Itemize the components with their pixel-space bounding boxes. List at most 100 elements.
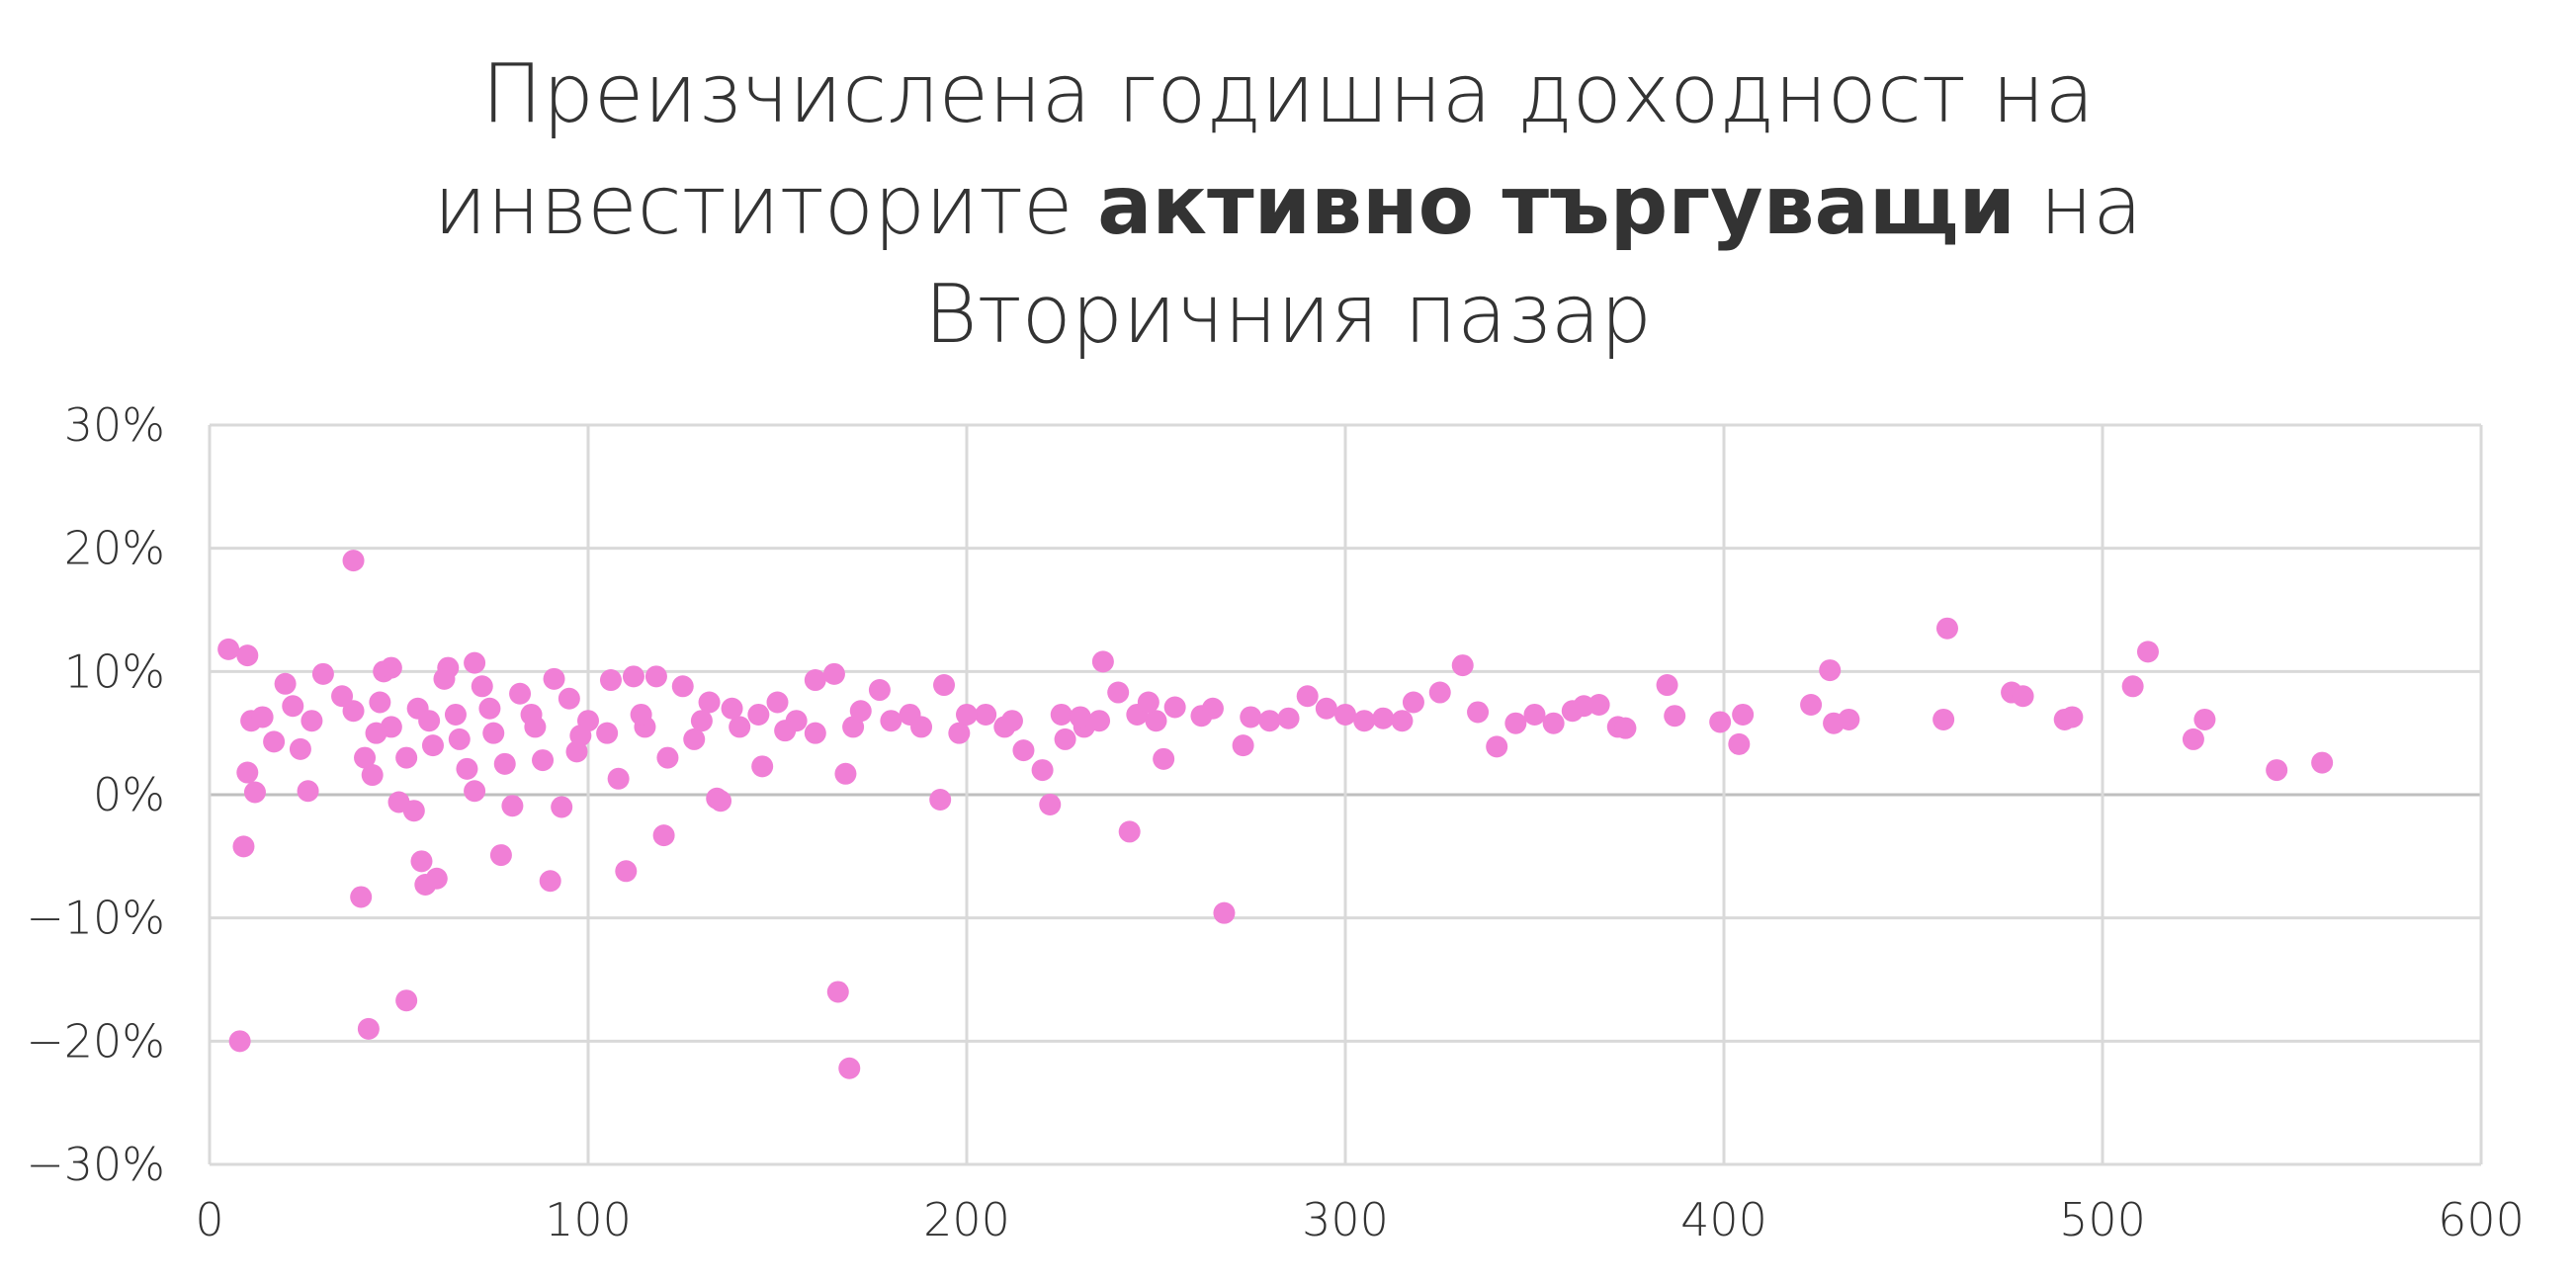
x-tick-label: 100: [545, 1193, 632, 1246]
point: [1664, 705, 1686, 728]
point: [1240, 706, 1262, 728]
point: [607, 767, 630, 790]
point: [395, 989, 418, 1012]
point: [644, 665, 667, 688]
point: [543, 667, 565, 690]
y-tick-label: −10%: [26, 892, 165, 945]
point: [1137, 691, 1159, 714]
point: [1353, 710, 1376, 732]
point: [1372, 707, 1395, 729]
point: [834, 762, 857, 785]
y-tick-label: 0%: [93, 768, 165, 821]
point: [1573, 695, 1595, 718]
point: [933, 674, 956, 697]
y-tick-label: 30%: [64, 398, 165, 452]
point: [501, 795, 524, 817]
point: [342, 550, 365, 572]
point: [493, 752, 516, 775]
point: [596, 722, 619, 744]
y-tick-label: 20%: [64, 522, 165, 575]
point: [751, 755, 774, 778]
point: [1039, 793, 1062, 815]
point: [656, 746, 679, 769]
point: [524, 716, 547, 738]
point: [910, 716, 933, 738]
point: [2121, 675, 2144, 698]
point: [1523, 703, 1546, 726]
point: [868, 679, 891, 702]
point: [274, 672, 297, 695]
point: [1391, 710, 1414, 732]
point: [838, 1057, 861, 1079]
point: [251, 706, 274, 728]
point: [599, 669, 622, 692]
point: [297, 780, 319, 803]
point: [1935, 617, 1958, 640]
point: [804, 669, 826, 692]
point: [747, 703, 770, 726]
point: [1054, 728, 1076, 750]
point: [1145, 710, 1167, 732]
point: [236, 644, 259, 667]
point: [1050, 703, 1073, 726]
point: [311, 662, 334, 685]
point: [357, 1017, 380, 1040]
point: [671, 675, 694, 698]
point: [1031, 759, 1054, 782]
point: [354, 746, 377, 769]
point: [1201, 697, 1224, 720]
point: [1542, 712, 1565, 734]
title-segment: активно търгуващи: [1097, 159, 2016, 253]
x-tick-label: 400: [1680, 1193, 1767, 1246]
point: [1088, 710, 1111, 732]
x-tick-label: 600: [2438, 1193, 2525, 1246]
point: [822, 662, 845, 685]
point: [766, 691, 789, 714]
point: [956, 703, 978, 726]
x-tick-label: 0: [195, 1193, 223, 1246]
point: [774, 720, 797, 742]
point: [929, 788, 952, 811]
point: [690, 710, 713, 732]
point: [380, 656, 402, 679]
point: [2012, 685, 2034, 708]
point: [1232, 734, 1254, 757]
point: [826, 981, 849, 1003]
point: [721, 697, 743, 720]
point: [1451, 654, 1474, 677]
point: [1838, 708, 1860, 730]
point: [331, 685, 354, 708]
point: [1118, 820, 1141, 843]
point: [350, 886, 373, 908]
point: [482, 722, 505, 744]
point: [456, 757, 478, 780]
point: [1504, 712, 1527, 734]
point: [1732, 703, 1755, 726]
point: [464, 651, 486, 674]
point: [1012, 739, 1035, 762]
point: [464, 780, 486, 803]
point: [630, 703, 652, 726]
point: [539, 870, 561, 893]
point: [710, 790, 732, 813]
point: [1486, 735, 1508, 758]
point: [2193, 708, 2216, 730]
point: [243, 781, 266, 804]
point: [301, 710, 323, 732]
point: [410, 850, 433, 873]
point: [402, 800, 425, 822]
point: [1709, 711, 1732, 733]
point: [1656, 674, 1678, 697]
point: [880, 710, 902, 732]
x-tick-label: 200: [923, 1193, 1010, 1246]
point: [558, 687, 580, 710]
point: [228, 1030, 251, 1053]
title-segment: Преизчислена годишна доходност на: [481, 47, 2095, 141]
point: [471, 675, 493, 698]
point: [1296, 685, 1319, 708]
point: [1614, 717, 1637, 739]
point: [1932, 708, 1955, 730]
point: [849, 700, 872, 723]
point: [2311, 751, 2334, 774]
